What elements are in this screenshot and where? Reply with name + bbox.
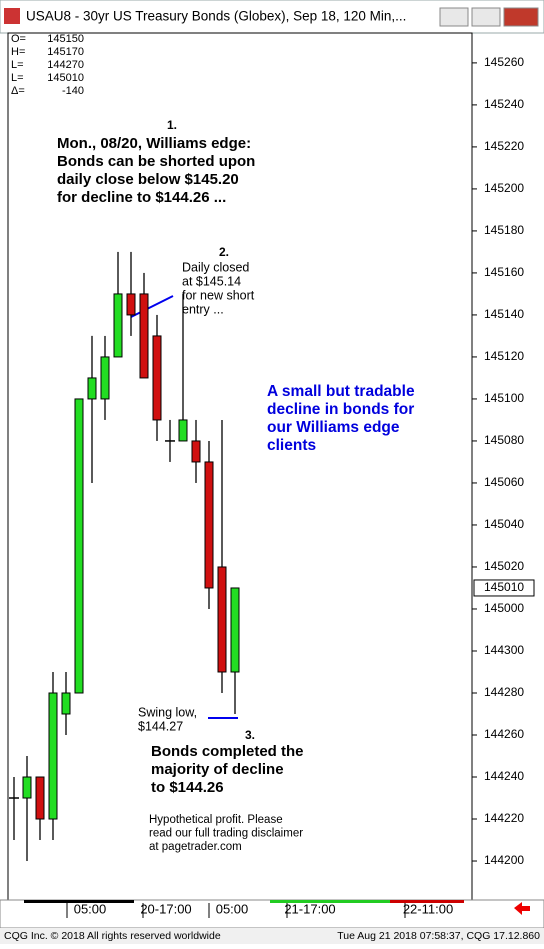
candle-body	[113, 293, 123, 358]
close-button[interactable]	[503, 7, 539, 27]
candle-body	[230, 587, 240, 673]
candle-body	[204, 461, 214, 589]
annotation: at $145.14	[182, 274, 241, 288]
y-tick-label: 144200	[484, 853, 524, 867]
x-tick-label: 21-17:00	[284, 901, 335, 916]
y-tick-label: 145120	[484, 349, 524, 363]
annotation: to $144.26	[151, 779, 224, 796]
readout-value: 145170	[47, 46, 84, 58]
y-tick-label: 145260	[484, 55, 524, 69]
candle-body	[61, 692, 71, 715]
plot-area	[7, 32, 473, 901]
annotation: clients	[267, 437, 316, 454]
x-tick-label: 22-11:00	[403, 901, 453, 916]
annotation: for decline to $144.26 ...	[57, 189, 226, 206]
y-tick-label: 145200	[484, 181, 524, 195]
y-tick-label: 144240	[484, 769, 524, 783]
candle-body	[178, 419, 188, 442]
annotation: decline in bonds for	[267, 401, 414, 418]
maximize-button[interactable]	[471, 7, 501, 27]
footer-left: CQG Inc. © 2018 All rights reserved worl…	[4, 930, 221, 942]
readout-value: 144270	[47, 59, 84, 71]
y-tick-label: 144300	[484, 643, 524, 657]
candle-body	[35, 776, 45, 820]
y-tick-label: 145040	[484, 517, 524, 531]
annotation: entry ...	[182, 302, 224, 316]
y-tick-label: 145020	[484, 559, 524, 573]
connector-line	[130, 295, 174, 318]
readout-key: H=	[11, 46, 25, 58]
candle-body	[126, 293, 136, 316]
y-tick-label: 144220	[484, 811, 524, 825]
last-price-box	[473, 579, 535, 597]
y-tick-label: 145080	[484, 433, 524, 447]
annotation: $144.27	[138, 719, 183, 733]
annotation: 3.	[245, 728, 255, 742]
candle-body	[217, 566, 227, 673]
annotation: daily close below $145.20	[57, 171, 239, 188]
status-bar	[0, 928, 544, 944]
annotation: Mon., 08/20, Williams edge:	[57, 135, 251, 152]
annotation: for new short	[182, 288, 255, 302]
candle-body	[48, 692, 58, 820]
x-tick-label: 05:00	[74, 901, 107, 916]
annotation: read our full trading disclaimer	[149, 828, 303, 840]
candle-body	[152, 335, 162, 421]
y-tick-label: 144260	[484, 727, 524, 741]
y-tick-label: 145100	[484, 391, 524, 405]
annotation: Bonds can be shorted upon	[57, 153, 255, 170]
readout-key: L=	[11, 59, 24, 71]
session-bar	[270, 900, 390, 903]
minimize-button[interactable]	[439, 7, 469, 27]
y-tick-label: 144280	[484, 685, 524, 699]
readout-value: 145010	[47, 72, 84, 84]
x-tick-label: 05:00	[216, 901, 249, 916]
annotation: 1.	[167, 118, 177, 132]
readout-key: L=	[11, 72, 24, 84]
candle-body	[100, 356, 110, 400]
scroll-arrow[interactable]	[514, 902, 530, 915]
candle-body	[87, 377, 97, 400]
candle-body	[22, 776, 32, 799]
annotation: A small but tradable	[267, 383, 415, 400]
annotation: Bonds completed the	[151, 743, 304, 760]
annotation: our Williams edge	[267, 419, 400, 436]
x-tick-label: 20-17:00	[140, 901, 191, 916]
annotation: Daily closed	[182, 260, 249, 274]
y-tick-label: 145060	[484, 475, 524, 489]
session-bar	[24, 900, 134, 903]
window-buttons[interactable]	[439, 7, 539, 27]
y-tick-label: 145180	[484, 223, 524, 237]
candle-body	[74, 398, 84, 694]
readout-value: -140	[62, 85, 84, 97]
y-tick-label: 145240	[484, 97, 524, 111]
annotation: majority of decline	[151, 761, 284, 778]
y-tick-label: 145220	[484, 139, 524, 153]
candle-body	[191, 440, 201, 463]
session-bar	[390, 900, 464, 903]
annotation: 2.	[219, 245, 229, 259]
annotation: at pagetrader.com	[149, 841, 242, 853]
y-tick-label: 145160	[484, 265, 524, 279]
app-icon	[4, 8, 20, 24]
window-title: USAU8 - 30yr US Treasury Bonds (Globex),…	[26, 9, 406, 24]
readout-key: O=	[11, 33, 26, 45]
last-price-label: 145010	[484, 580, 524, 594]
readout-value: 145150	[47, 33, 84, 45]
y-tick-label: 145000	[484, 601, 524, 615]
readout-key: Δ=	[11, 85, 25, 97]
y-tick-label: 145140	[484, 307, 524, 321]
annotation: Swing low,	[138, 705, 197, 719]
annotation: Hypothetical profit. Please	[149, 814, 283, 826]
candle-body	[139, 293, 149, 379]
footer-right: Tue Aug 21 2018 07:58:37, CQG 17.12.860	[337, 930, 540, 942]
